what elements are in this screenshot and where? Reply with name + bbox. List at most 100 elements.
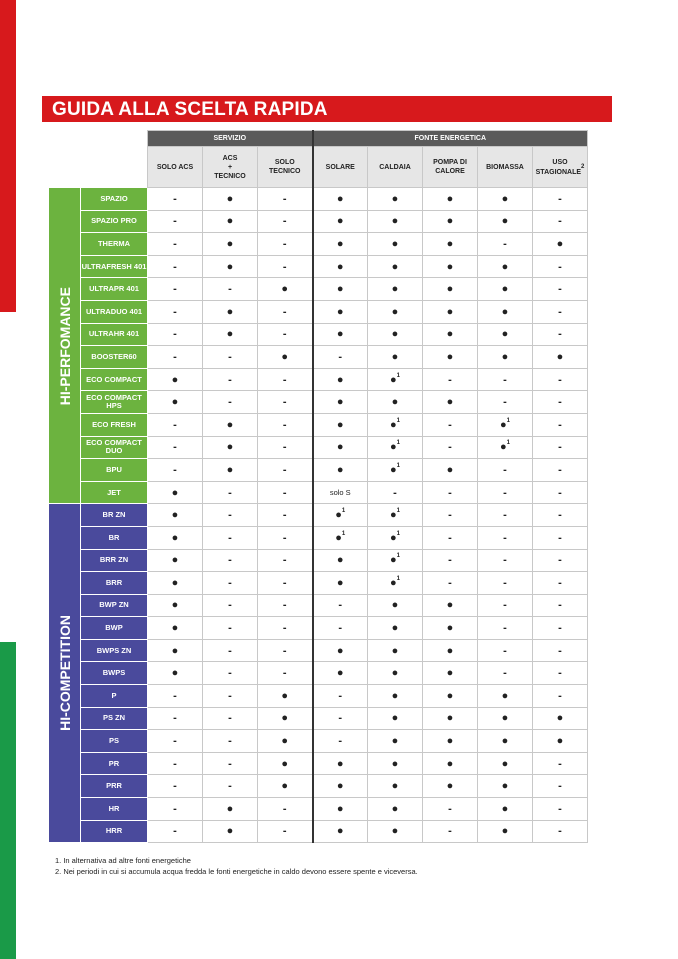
table-cell: - xyxy=(532,638,588,663)
table-cell: ● xyxy=(202,458,258,482)
footnote: 1. In alternativa ad altre fonti energet… xyxy=(55,856,191,865)
cell-symbol: ● xyxy=(335,531,342,544)
cell-symbol: - xyxy=(558,260,562,273)
footnote: 2. Nei periodi in cui si accumula acqua … xyxy=(55,867,418,876)
cell-symbol: - xyxy=(558,373,562,386)
table-cell: ● xyxy=(422,299,478,324)
cell-symbol: ● xyxy=(336,802,344,815)
cell-symbol: - xyxy=(338,350,343,363)
table-cell: ● xyxy=(257,729,313,753)
table-cell: ● xyxy=(477,797,533,821)
table-cell: - xyxy=(422,548,478,573)
side-bar-red xyxy=(0,0,16,312)
cell-symbol: - xyxy=(282,305,287,318)
table-cell: - xyxy=(477,232,533,256)
product-row: ULTRAFRESH 401 - ● - ● ● ● ● - xyxy=(49,254,588,279)
table-cell: - xyxy=(257,322,313,347)
table-cell: - xyxy=(477,661,533,686)
cell-symbol: ● xyxy=(446,350,454,363)
column-header: BIOMASSA xyxy=(477,146,533,188)
cell-symbol: - xyxy=(503,237,507,250)
cell-symbol: ● xyxy=(500,418,507,431)
footnote-marker: 1 xyxy=(396,575,400,582)
column-header: SOLARE xyxy=(311,146,368,188)
table-cell: ● xyxy=(367,819,423,844)
table-cell: - xyxy=(532,367,588,392)
cell-symbol: ● xyxy=(171,576,179,589)
table-cell: ● xyxy=(311,661,368,686)
cell-symbol: ● xyxy=(390,531,397,544)
table-cell: - xyxy=(422,525,478,550)
cell-symbol: ● xyxy=(501,192,509,205)
table-cell: ● xyxy=(367,661,423,686)
product-row: BWPS ZN ● - - ● ● ● - - xyxy=(49,638,588,663)
table-cell: - xyxy=(311,616,368,640)
cell-symbol: ● xyxy=(226,237,234,250)
table-cell: ●1 xyxy=(367,458,423,482)
cell-symbol: ● xyxy=(446,328,454,341)
cell-symbol: ● xyxy=(501,712,509,725)
table-cell: - xyxy=(311,729,368,753)
cell-symbol: ● xyxy=(446,192,454,205)
footnote-marker: 1 xyxy=(396,508,400,515)
table-cell: ● xyxy=(147,661,203,686)
cell-symbol: ● xyxy=(171,396,179,409)
cell-symbol: ● xyxy=(336,373,344,386)
table-cell: - xyxy=(257,435,313,460)
table-cell: ● xyxy=(257,706,313,731)
cell-symbol: ● xyxy=(391,622,399,635)
cell-symbol: - xyxy=(558,622,562,635)
table-cell: ●1 xyxy=(367,548,423,573)
column-header-line: TECNICO xyxy=(269,168,301,175)
cell-symbol: ● xyxy=(556,712,564,725)
product-name: SPAZIO PRO xyxy=(80,209,148,234)
cell-symbol: ● xyxy=(226,418,234,431)
cell-symbol: ● xyxy=(501,215,509,228)
table-cell: ● xyxy=(367,390,423,414)
product-row: ECO COMPACT DUO - ● - ● ●1- ●1- xyxy=(49,435,588,460)
cell-symbol: - xyxy=(282,576,287,589)
product-row: HI-PERFOMANCE SPAZIO - ● - ● ● ● ● - xyxy=(48,186,588,505)
table-cell: - xyxy=(202,525,258,550)
table-cell: - xyxy=(147,684,203,708)
table-cell: - xyxy=(257,187,313,211)
cell-symbol: - xyxy=(448,418,452,431)
product-name: JET xyxy=(80,480,148,505)
cell-symbol: - xyxy=(228,735,232,748)
product-name: PR xyxy=(80,751,148,776)
table-cell: ● xyxy=(422,232,478,256)
product-name: BR ZN xyxy=(80,503,148,527)
product-row: ECO COMPACT ● - - ● ●1- - - xyxy=(49,367,588,392)
table-cell: ● xyxy=(367,322,423,347)
cell-symbol: - xyxy=(228,599,232,612)
cell-symbol: ● xyxy=(390,373,397,386)
cell-symbol: ● xyxy=(390,463,397,476)
product-name: BPU xyxy=(80,458,148,482)
column-header-line: POMPA DI xyxy=(433,159,467,166)
table-cell: ● xyxy=(257,774,313,799)
cell-symbol: ● xyxy=(171,509,179,522)
cell-symbol: - xyxy=(448,576,452,589)
product-name: ECO COMPACT HPS xyxy=(80,390,148,414)
table-cell: - xyxy=(532,661,588,686)
selection-table: SERVIZIO FONTE ENERGETICA SOLO ACS ACS + TECN… xyxy=(48,130,588,844)
cell-symbol: ● xyxy=(336,757,344,770)
cell-symbol: - xyxy=(228,712,232,725)
cell-symbol: ● xyxy=(391,192,399,205)
table-cell: ● xyxy=(147,638,203,663)
cell-symbol: - xyxy=(228,350,232,363)
cell-symbol: - xyxy=(282,622,287,635)
table-cell: - xyxy=(532,254,588,279)
table-cell: - xyxy=(532,187,588,211)
cell-symbol: - xyxy=(282,509,287,522)
table-body: SERVIZIO FONTE ENERGETICA SOLO ACS ACS + TECN… xyxy=(48,130,588,844)
table-cell: - xyxy=(532,819,588,844)
cell-symbol: ● xyxy=(446,757,454,770)
table-cell: - xyxy=(202,480,258,505)
cell-symbol: ● xyxy=(171,644,179,657)
cell-symbol: ● xyxy=(501,328,509,341)
cell-symbol: ● xyxy=(446,667,454,680)
cell-symbol: - xyxy=(173,780,177,793)
product-row: THERMA - ● - ● ● ● - ● xyxy=(49,232,588,256)
